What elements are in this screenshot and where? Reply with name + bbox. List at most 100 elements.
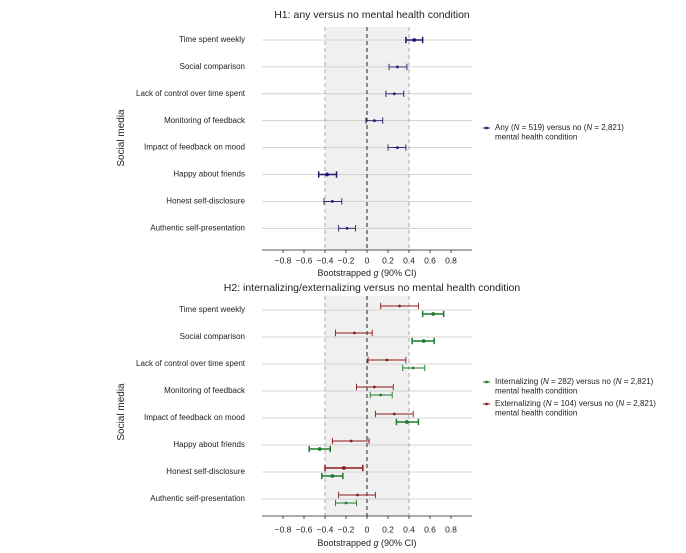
x-tick-label: −0.4: [317, 524, 334, 534]
text-run: Any (: [495, 123, 514, 132]
text-run: N: [546, 399, 552, 408]
x-axis-label: Bootstrapped g (90% CI): [317, 538, 416, 548]
legend-swatch-dot: [485, 402, 488, 406]
text-run: mental health condition: [495, 133, 577, 142]
legend-label-line: mental health condition: [495, 409, 577, 418]
x-tick-label: 0: [365, 255, 370, 265]
point-estimate: [353, 331, 356, 335]
point-estimate: [372, 385, 376, 389]
x-tick-label: 0.2: [382, 255, 394, 265]
point-estimate: [411, 366, 415, 370]
x-tick-label: −0.2: [338, 255, 355, 265]
x-tick-label: −0.6: [296, 524, 313, 534]
x-tick-label: −0.2: [338, 524, 355, 534]
point-estimate: [396, 65, 399, 69]
x-tick-label: 0.2: [382, 524, 394, 534]
chart-title: H1: any versus no mental health conditio…: [274, 9, 470, 21]
category-label: Impact of feedback on mood: [144, 143, 245, 152]
text-run: N: [586, 123, 592, 132]
text-run: Bootstrapped: [317, 538, 373, 548]
text-run: = 2,821): [622, 377, 654, 386]
text-run: N: [618, 399, 624, 408]
point-estimate: [392, 412, 396, 416]
text-run: = 519) versus no (: [519, 123, 586, 132]
point-estimate: [379, 393, 383, 397]
point-estimate: [385, 358, 389, 362]
x-tick-label: 0.4: [403, 255, 415, 265]
category-label: Social comparison: [180, 62, 245, 71]
text-run: = 2,821): [592, 123, 624, 132]
category-label: Social comparison: [180, 332, 245, 341]
category-label: Happy about friends: [173, 440, 245, 449]
legend-label-line: mental health condition: [495, 387, 577, 396]
x-tick-label: 0: [365, 524, 370, 534]
category-label: Impact of feedback on mood: [144, 413, 245, 422]
point-estimate: [349, 439, 353, 443]
legend-label-line: Internalizing (N = 282) versus no (N = 2…: [495, 377, 654, 386]
legend-swatch-dot: [485, 380, 488, 384]
category-label: Lack of control over time spent: [136, 359, 246, 368]
point-estimate: [330, 474, 335, 478]
point-estimate: [396, 146, 399, 150]
category-label: Honest self-disclosure: [166, 197, 245, 206]
text-run: mental health condition: [495, 409, 577, 418]
point-estimate: [412, 38, 417, 42]
legend-label-line: mental health condition: [495, 133, 577, 142]
point-estimate: [317, 447, 322, 451]
category-label: Honest self-disclosure: [166, 467, 245, 476]
point-estimate: [344, 501, 348, 505]
text-run: Externalizing (: [495, 399, 546, 408]
category-label: Authentic self-presentation: [150, 223, 245, 232]
x-axis-label: Bootstrapped g (90% CI): [317, 268, 416, 278]
text-run: g: [374, 538, 379, 548]
x-tick-label: −0.8: [275, 524, 292, 534]
y-axis-label: Social media: [116, 383, 127, 441]
x-tick-label: 0.8: [445, 524, 457, 534]
point-estimate: [356, 493, 359, 497]
category-label: Time spent weekly: [179, 305, 245, 314]
text-run: Internalizing (: [495, 377, 543, 386]
text-run: Bootstrapped: [317, 268, 373, 278]
chart-title: H2: internalizing/externalizing versus n…: [224, 282, 521, 294]
series-1: Any (N = 519) versus no (N = 2,821)menta…: [317, 36, 624, 232]
category-label: Time spent weekly: [179, 35, 245, 44]
point-estimate: [392, 92, 396, 96]
point-estimate: [330, 200, 334, 203]
text-run: = 104) versus no (: [551, 399, 618, 408]
legend-label-line: Externalizing (N = 104) versus no (N = 2…: [495, 399, 656, 408]
y-axis-label: Social media: [116, 109, 127, 167]
x-tick-label: −0.6: [296, 255, 313, 265]
series-2: Externalizing (N = 104) versus no (N = 2…: [324, 302, 656, 499]
shaded-equivalence-region: [325, 296, 409, 516]
series-1: Internalizing (N = 282) versus no (N = 2…: [308, 310, 654, 507]
x-tick-label: 0.4: [403, 524, 415, 534]
text-run: N: [543, 377, 549, 386]
text-run: (90% CI): [379, 268, 417, 278]
category-label: Monitoring of feedback: [164, 116, 246, 125]
legend-label-line: Any (N = 519) versus no (N = 2,821): [495, 123, 624, 132]
category-label: Lack of control over time spent: [136, 89, 246, 98]
point-estimate: [398, 304, 401, 308]
point-estimate: [342, 466, 346, 470]
text-run: = 2,821): [624, 399, 656, 408]
point-estimate: [431, 312, 436, 316]
category-label: Happy about friends: [173, 170, 245, 179]
legend-swatch-dot: [485, 126, 488, 130]
text-run: mental health condition: [495, 387, 577, 396]
panel-1: −0.8 −0.6 −0.4 −0.2 0 0.2 0.4 0.6 0.8 Bootstrappe…: [116, 9, 624, 278]
point-estimate: [421, 339, 426, 343]
x-tick-label: −0.4: [317, 255, 334, 265]
text-run: N: [616, 377, 622, 386]
text-run: = 282) versus no (: [549, 377, 616, 386]
x-tick-label: −0.8: [275, 255, 292, 265]
category-label: Monitoring of feedback: [164, 386, 246, 395]
category-label: Authentic self-presentation: [150, 494, 245, 503]
point-estimate: [372, 119, 376, 123]
text-run: (90% CI): [379, 538, 417, 548]
point-estimate: [345, 226, 349, 230]
point-estimate: [325, 172, 329, 177]
text-run: N: [514, 123, 520, 132]
point-estimate: [405, 420, 409, 424]
text-run: g: [374, 268, 379, 278]
